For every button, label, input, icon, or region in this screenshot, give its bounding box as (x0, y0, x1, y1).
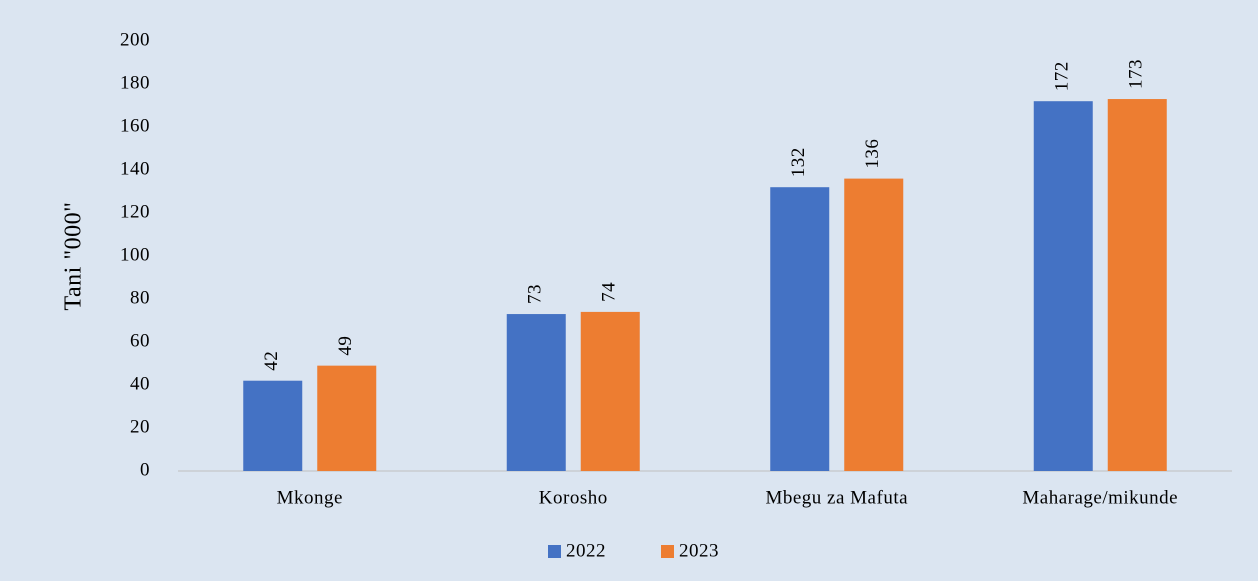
bar (243, 380, 303, 471)
legend-label: 2023 (679, 540, 719, 561)
data-label: 173 (1126, 59, 1147, 89)
data-label: 42 (261, 351, 282, 371)
bar (1107, 99, 1167, 472)
legend-label: 2022 (566, 540, 606, 561)
bar (844, 178, 904, 471)
y-tick-label: 120 (120, 201, 150, 222)
data-label: 136 (862, 139, 883, 169)
y-tick-label: 60 (130, 330, 150, 351)
data-label: 49 (335, 336, 356, 356)
x-tick-label: Mkonge (277, 487, 343, 508)
bar (770, 187, 830, 471)
y-tick-label: 160 (120, 115, 150, 136)
bar (580, 311, 640, 471)
y-tick-label: 40 (130, 373, 150, 394)
bar (506, 314, 566, 471)
data-label: 74 (599, 282, 620, 302)
y-tick-label: 20 (130, 416, 150, 437)
x-tick-label: Maharage/mikunde (1022, 487, 1178, 508)
y-tick-label: 200 (120, 29, 150, 50)
bar (1033, 101, 1093, 471)
legend-swatch (661, 545, 674, 558)
y-tick-label: 100 (120, 244, 150, 265)
data-label: 73 (525, 284, 546, 304)
x-tick-label: Mbegu za Mafuta (765, 487, 908, 508)
legend-swatch (548, 545, 561, 558)
y-tick-label: 0 (140, 459, 150, 480)
y-tick-label: 80 (130, 287, 150, 308)
y-tick-label: 180 (120, 72, 150, 93)
data-label: 172 (1052, 61, 1073, 91)
y-axis-title: Tani "000" (61, 202, 87, 311)
x-tick-label: Korosho (539, 487, 608, 508)
bar (317, 365, 377, 471)
data-label: 132 (788, 147, 809, 177)
y-tick-label: 140 (120, 158, 150, 179)
